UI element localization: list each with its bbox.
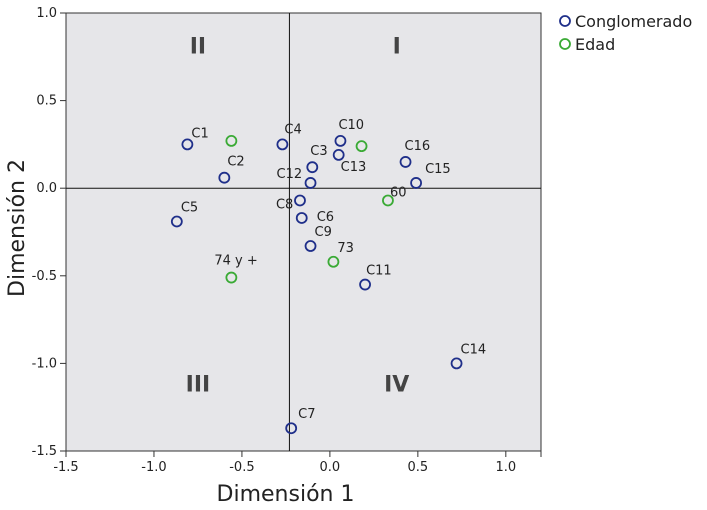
x-axis-title: Dimensión 1 — [217, 482, 355, 507]
point-label: C10 — [338, 118, 364, 133]
legend-marker — [559, 38, 571, 50]
point-label: C14 — [461, 342, 487, 357]
data-point[interactable] — [295, 212, 308, 224]
legend: Conglomerado Edad — [559, 12, 692, 54]
data-point[interactable] — [334, 134, 347, 147]
y-tick-label: -1.0 — [32, 356, 57, 371]
point-label: C6 — [317, 210, 334, 225]
x-tick-label: -1.5 — [53, 460, 78, 475]
point-label: C1 — [191, 126, 208, 141]
x-tick-label: 1.0 — [495, 460, 516, 475]
x-tick-label: -0.5 — [229, 460, 254, 475]
point-label: C9 — [315, 225, 332, 240]
quadrant-label: IV — [384, 372, 409, 397]
x-tick-label: -1.0 — [141, 460, 166, 475]
point-label: 74 y + — [214, 254, 257, 269]
legend-entry: Edad — [575, 35, 615, 54]
data-point[interactable] — [327, 255, 340, 268]
quadrant-label: III — [186, 372, 211, 397]
point-label: C16 — [405, 139, 431, 154]
data-point[interactable] — [355, 140, 368, 153]
plot-area — [65, 12, 542, 452]
data-point[interactable] — [399, 156, 412, 168]
quadrant-label: II — [190, 34, 206, 59]
point-label: C12 — [277, 167, 303, 182]
point-label: C5 — [181, 200, 198, 215]
y-tick-label: -1.5 — [32, 444, 57, 459]
data-point[interactable] — [225, 271, 238, 284]
y-tick-label: 0.5 — [36, 94, 57, 109]
data-point[interactable] — [304, 177, 317, 189]
point-label: 60 — [390, 185, 407, 200]
point-label: C4 — [284, 122, 301, 137]
data-point[interactable] — [294, 194, 306, 207]
data-point[interactable] — [410, 177, 422, 189]
legend-marker — [559, 15, 571, 27]
data-point[interactable] — [306, 161, 319, 174]
x-tick-label: 0.5 — [408, 460, 429, 475]
y-tick-label: -0.5 — [32, 269, 57, 284]
point-label: C8 — [276, 197, 293, 212]
point-label: 73 — [337, 241, 354, 256]
legend-entry: Conglomerado — [575, 12, 692, 31]
point-label: C15 — [425, 162, 451, 177]
y-tick-label: 1.0 — [36, 6, 57, 21]
point-label: C13 — [341, 160, 367, 175]
quadrant-label: I — [393, 34, 401, 59]
data-point[interactable] — [304, 240, 317, 252]
point-label: C11 — [366, 264, 392, 279]
point-label: C3 — [310, 144, 327, 159]
x-tick-label: 0.0 — [320, 460, 341, 475]
data-point[interactable] — [225, 134, 238, 147]
point-label: C7 — [298, 407, 315, 422]
data-point[interactable] — [332, 149, 345, 161]
data-point[interactable] — [218, 171, 231, 184]
data-point[interactable] — [181, 138, 194, 151]
data-point[interactable] — [359, 278, 371, 291]
data-point[interactable] — [450, 357, 463, 370]
data-point[interactable] — [170, 215, 183, 228]
point-label: C2 — [227, 155, 244, 170]
data-point[interactable] — [285, 422, 298, 435]
data-point[interactable] — [382, 194, 394, 207]
y-axis-title: Dimensión 2 — [5, 159, 30, 297]
y-tick-label: 0.0 — [36, 181, 57, 196]
data-point[interactable] — [276, 138, 289, 151]
